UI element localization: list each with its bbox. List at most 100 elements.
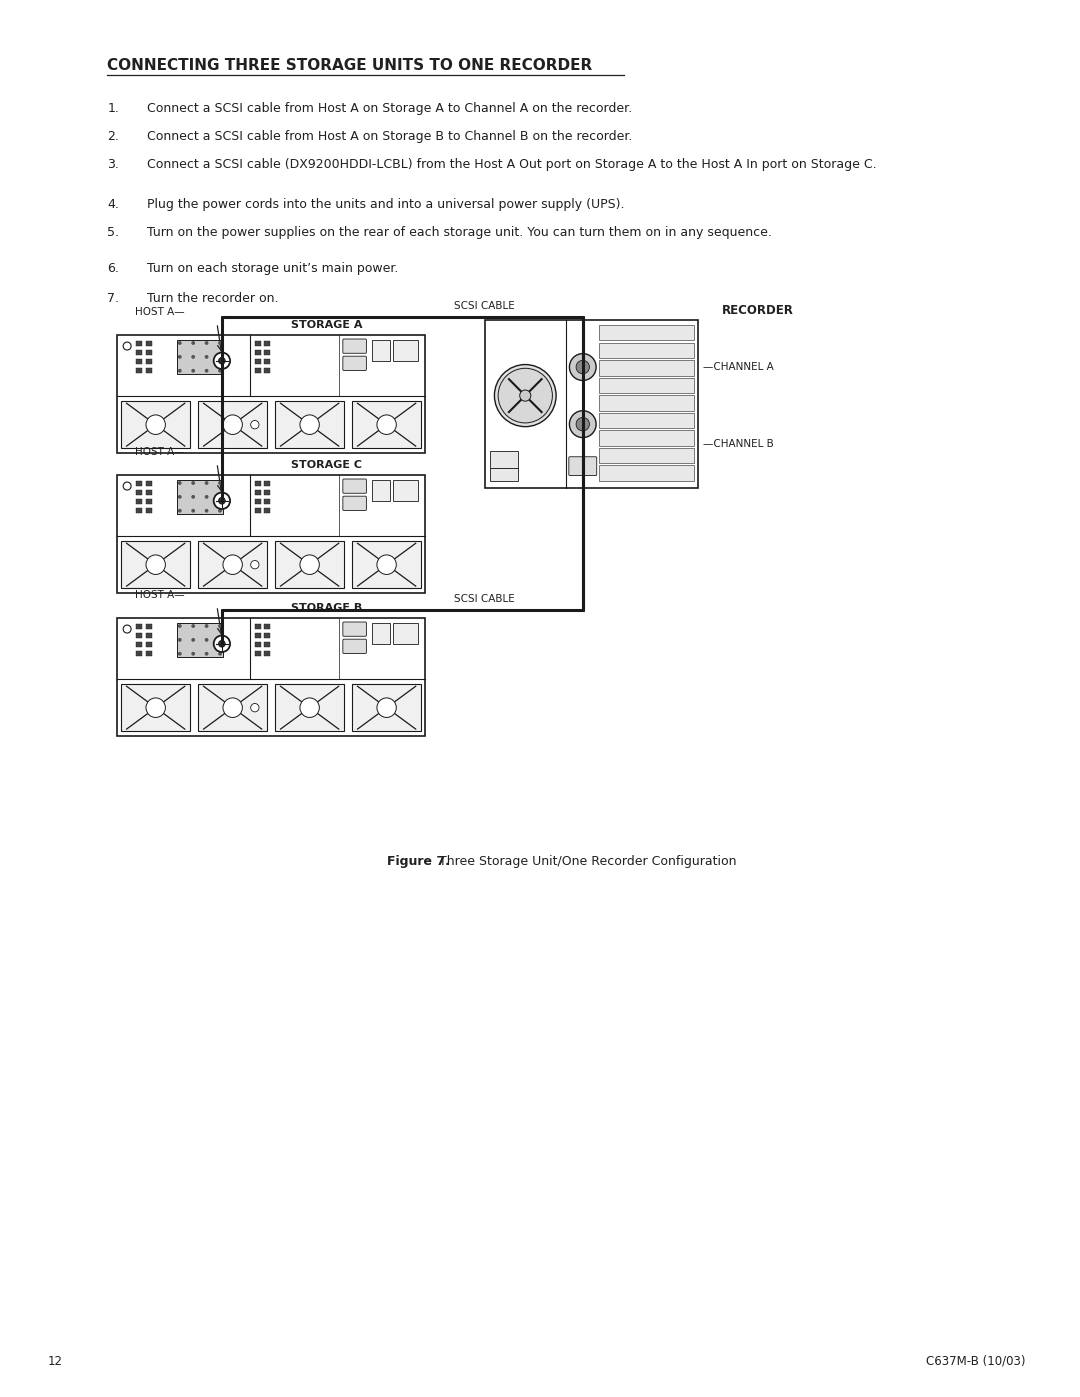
Bar bbox=[372, 623, 390, 644]
Circle shape bbox=[192, 356, 194, 358]
Circle shape bbox=[251, 420, 259, 429]
Circle shape bbox=[219, 496, 221, 499]
Bar bbox=[136, 643, 143, 647]
Circle shape bbox=[219, 342, 221, 344]
Bar bbox=[136, 509, 143, 513]
Circle shape bbox=[576, 418, 590, 430]
Circle shape bbox=[219, 356, 221, 358]
Bar bbox=[255, 341, 260, 346]
Text: Figure 7.: Figure 7. bbox=[388, 855, 450, 868]
Circle shape bbox=[218, 358, 225, 365]
Circle shape bbox=[205, 356, 207, 358]
Text: 1.: 1. bbox=[107, 102, 119, 115]
FancyBboxPatch shape bbox=[342, 356, 366, 370]
Circle shape bbox=[178, 342, 181, 344]
Circle shape bbox=[219, 482, 221, 485]
Bar bbox=[177, 623, 222, 657]
Bar bbox=[598, 430, 694, 446]
FancyBboxPatch shape bbox=[569, 457, 597, 475]
Circle shape bbox=[178, 652, 181, 655]
Bar bbox=[598, 412, 694, 429]
Bar bbox=[598, 465, 694, 481]
Bar bbox=[146, 481, 152, 486]
Circle shape bbox=[178, 356, 181, 358]
Text: STORAGE A: STORAGE A bbox=[291, 320, 362, 330]
Bar bbox=[265, 633, 270, 638]
Circle shape bbox=[214, 352, 230, 369]
Bar bbox=[121, 541, 190, 588]
Bar bbox=[146, 624, 152, 629]
Circle shape bbox=[300, 415, 320, 434]
Bar bbox=[372, 339, 390, 362]
Bar bbox=[265, 509, 270, 513]
Text: SCSI CABLE: SCSI CABLE bbox=[455, 594, 515, 604]
Bar bbox=[393, 481, 418, 502]
Circle shape bbox=[218, 497, 225, 504]
Bar bbox=[255, 624, 260, 629]
Circle shape bbox=[219, 510, 221, 511]
Bar bbox=[146, 509, 152, 513]
Text: Three Storage Unit/One Recorder Configuration: Three Storage Unit/One Recorder Configur… bbox=[438, 855, 737, 868]
Circle shape bbox=[192, 624, 194, 627]
Circle shape bbox=[178, 638, 181, 641]
Bar bbox=[136, 651, 143, 657]
Bar bbox=[255, 481, 260, 486]
Bar bbox=[393, 339, 418, 362]
Bar bbox=[255, 351, 260, 355]
Bar bbox=[255, 367, 260, 373]
Bar bbox=[265, 359, 270, 365]
Bar bbox=[352, 541, 421, 588]
FancyBboxPatch shape bbox=[342, 479, 366, 493]
Circle shape bbox=[205, 638, 207, 641]
Text: Turn on each storage unit’s main power.: Turn on each storage unit’s main power. bbox=[147, 263, 399, 275]
Bar bbox=[372, 481, 390, 502]
Text: CONNECTING THREE STORAGE UNITS TO ONE RECORDER: CONNECTING THREE STORAGE UNITS TO ONE RE… bbox=[107, 59, 593, 73]
Text: 3.: 3. bbox=[107, 158, 119, 170]
Circle shape bbox=[178, 370, 181, 372]
Bar bbox=[255, 633, 260, 638]
Bar bbox=[198, 685, 267, 732]
Bar bbox=[598, 326, 694, 341]
Circle shape bbox=[495, 365, 556, 426]
Text: —CHANNEL B: —CHANNEL B bbox=[703, 439, 774, 450]
Text: 2.: 2. bbox=[107, 130, 119, 142]
Text: Turn on the power supplies on the rear of each storage unit. You can turn them o: Turn on the power supplies on the rear o… bbox=[147, 226, 772, 239]
Bar bbox=[118, 475, 426, 592]
Circle shape bbox=[205, 510, 207, 511]
Circle shape bbox=[192, 482, 194, 485]
Circle shape bbox=[146, 415, 165, 434]
Circle shape bbox=[251, 560, 259, 569]
Circle shape bbox=[192, 342, 194, 344]
Bar bbox=[265, 341, 270, 346]
Circle shape bbox=[178, 510, 181, 511]
Bar bbox=[352, 401, 421, 448]
FancyBboxPatch shape bbox=[342, 339, 366, 353]
Text: Plug the power cords into the units and into a universal power supply (UPS).: Plug the power cords into the units and … bbox=[147, 198, 624, 211]
Text: 12: 12 bbox=[48, 1355, 63, 1368]
Bar bbox=[146, 351, 152, 355]
Bar bbox=[352, 685, 421, 732]
Bar bbox=[275, 401, 345, 448]
Bar bbox=[265, 490, 270, 495]
Bar bbox=[118, 335, 426, 453]
Bar bbox=[265, 351, 270, 355]
Circle shape bbox=[219, 624, 221, 627]
Circle shape bbox=[178, 496, 181, 499]
Bar bbox=[265, 651, 270, 657]
Bar bbox=[198, 401, 267, 448]
Bar bbox=[146, 499, 152, 504]
Bar bbox=[598, 377, 694, 393]
Text: 4.: 4. bbox=[107, 198, 119, 211]
Text: Connect a SCSI cable from Host A on Storage B to Channel B on the recorder.: Connect a SCSI cable from Host A on Stor… bbox=[147, 130, 633, 142]
Circle shape bbox=[214, 493, 230, 509]
Bar bbox=[255, 359, 260, 365]
Circle shape bbox=[192, 652, 194, 655]
Bar bbox=[136, 633, 143, 638]
Circle shape bbox=[222, 415, 242, 434]
Bar bbox=[121, 685, 190, 732]
Bar bbox=[177, 481, 222, 514]
FancyBboxPatch shape bbox=[342, 640, 366, 654]
Text: HOST A—: HOST A— bbox=[135, 447, 185, 457]
Circle shape bbox=[123, 482, 131, 490]
Circle shape bbox=[218, 640, 225, 647]
